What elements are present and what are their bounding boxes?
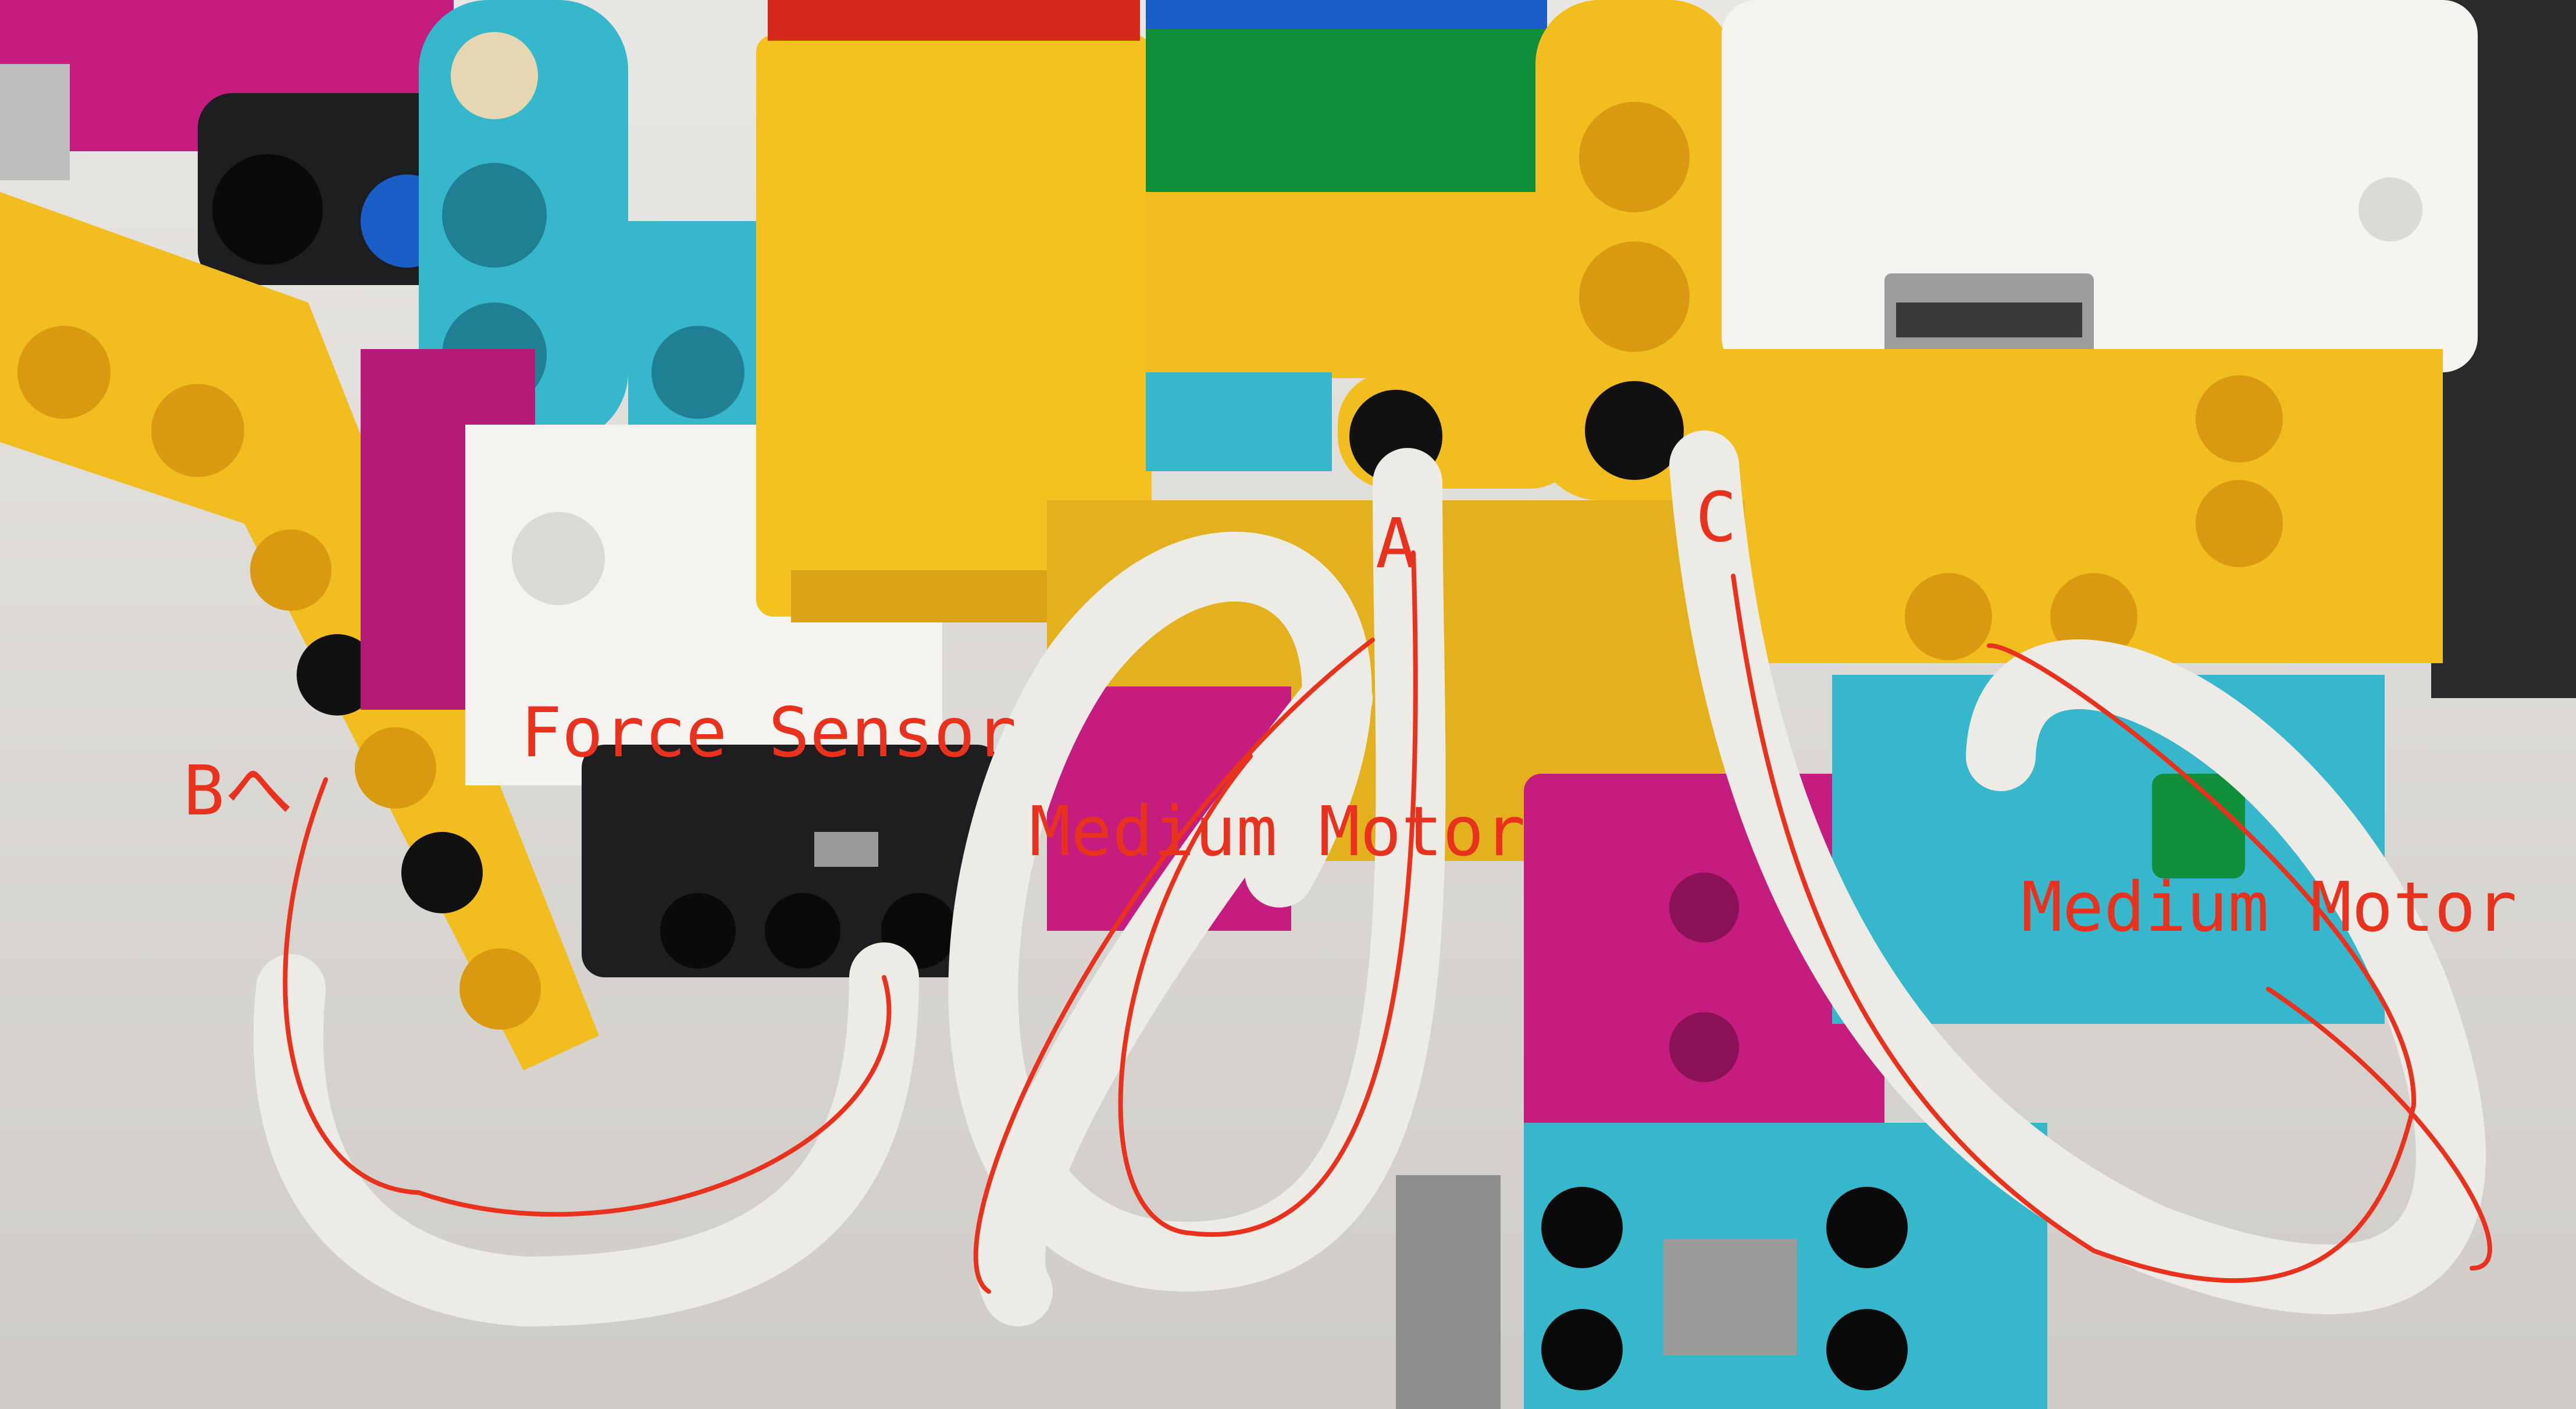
stacked-bricks xyxy=(768,0,1547,378)
azure-beam xyxy=(419,0,774,442)
yellow-l-beam xyxy=(0,192,599,1070)
port-c-label: C xyxy=(1695,477,1737,557)
annotation-strokes xyxy=(283,550,2492,1294)
port-b-label: Bへ xyxy=(183,750,293,831)
yellow-panel xyxy=(756,35,1152,622)
hub xyxy=(1710,0,2478,663)
medium-motor-left-label: Medium Motor xyxy=(1029,791,1526,871)
force-sensor-label: Force Sensor xyxy=(521,692,1017,773)
port-a-label: A xyxy=(1376,503,1417,583)
medium-motor-right-label: Medium Motor xyxy=(2021,867,2517,947)
